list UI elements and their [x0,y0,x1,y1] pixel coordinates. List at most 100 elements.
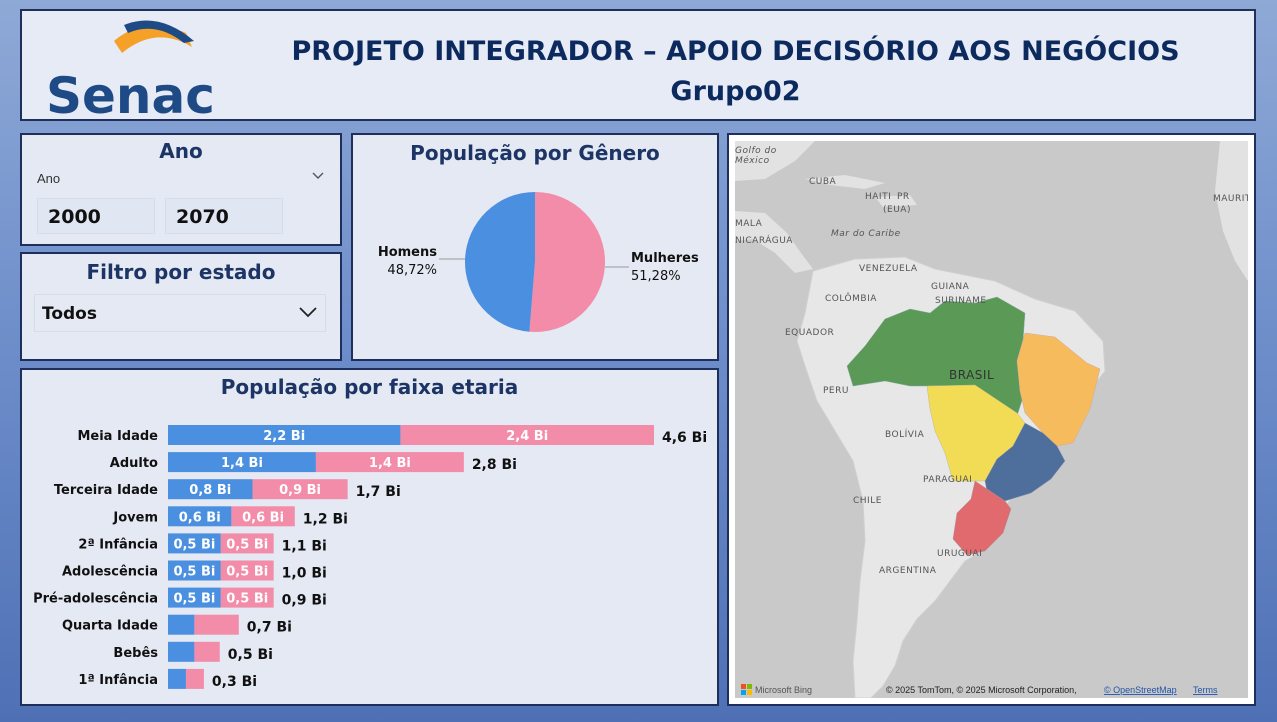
bar-total-label: 0,7 Bi [247,620,292,636]
map-label-eua: (EUA) [883,205,911,215]
age-chart-panel: População por faixa etaria Meia Idade 2,2… [20,368,719,706]
year-start-input[interactable]: 2000 [37,198,155,234]
year-filter-title: Ano [159,139,203,163]
year-end-input[interactable]: 2070 [165,198,283,234]
state-dropdown[interactable]: Todos [34,294,326,332]
age-bar-chart: Meia Idade 2,2 Bi 2,4 Bi 4,6 Bi Adulto 1,4 Bi… [33,425,707,690]
map-label-suriname: SURINAME [935,296,987,306]
bar-value-label: 2,4 Bi [506,429,548,444]
state-filter-title: Filtro por estado [86,260,276,284]
bar-mulheres[interactable] [400,425,654,445]
bar-value-label: 0,5 Bi [226,537,268,552]
category-label: Bebês [113,646,158,661]
bar-total-label: 1,7 Bi [356,484,401,500]
osm-link[interactable]: © OpenStreetMap [1104,685,1177,695]
chevron-down-icon[interactable] [299,305,317,319]
bar-value-label: 0,9 Bi [279,483,321,498]
bar-value-label: 0,5 Bi [173,537,215,552]
map-label-pr: PR [897,192,910,202]
bar-homens[interactable] [168,560,221,581]
pie-slice-mulheres[interactable] [529,192,605,332]
map-label-venezuela: VENEZUELA [859,264,918,274]
map-label-mala: MALA [735,219,763,229]
bar-homens[interactable] [168,533,221,554]
bar-value-label: 0,5 Bi [173,592,215,607]
bar-homens[interactable] [168,668,186,689]
bar-mulheres[interactable] [252,479,348,500]
bar-homens[interactable] [168,587,221,608]
category-label: Adulto [110,456,158,471]
page-title: PROJETO INTEGRADOR – APOIO DECISÓRIO AOS… [291,36,1180,67]
bar-mulheres[interactable] [220,533,274,554]
bar-mulheres[interactable] [315,452,464,473]
bar-mulheres[interactable] [185,668,204,689]
pie-label-mulheres: Mulheres [631,251,699,266]
category-label: 2ª Infância [78,537,158,552]
map-region-norte[interactable] [846,296,1026,417]
map-region-sudeste[interactable] [984,422,1066,502]
category-label: Meia Idade [77,429,158,444]
map-label-chile: CHILE [853,496,882,506]
pie-value-mulheres: 51,28% [631,269,681,284]
category-label: Adolescência [62,565,158,580]
map-attribution: © 2025 TomTom, © 2025 Microsoft Corporat… [886,685,1077,695]
bar-total-label: 4,6 Bi [662,430,707,446]
bar-homens[interactable] [168,614,195,635]
map-label-uruguai: URUGUAI [937,549,982,559]
bar-mulheres[interactable] [231,506,295,527]
map-label-nicaragua: NICARÁGUA [735,234,793,246]
bing-label: Microsoft Bing [755,685,812,695]
map-land-mexico [735,141,815,181]
bar-mulheres[interactable] [220,587,274,608]
category-label: 1ª Infância [78,673,158,688]
category-label: Jovem [112,510,158,525]
category-label: Terceira Idade [54,483,158,498]
bar-total-label: 1,2 Bi [303,511,348,527]
bar-value-label: 1,4 Bi [369,456,411,471]
map-label-haiti: HAITI [865,192,891,202]
map-land-cuba [805,175,885,189]
bar-total-label: 2,8 Bi [472,457,517,473]
chevron-down-icon[interactable] [312,169,324,181]
pie-value-homens: 48,72% [387,263,437,278]
bar-mulheres[interactable] [194,614,239,635]
map-panel: Golfo do México CUBA HAITI PR (EUA) Mar do Car… [727,133,1256,706]
bar-mulheres[interactable] [194,641,220,662]
bar-homens[interactable] [168,506,232,527]
gender-pie-chart: Homens 48,72% Mulheres 51,28% [378,192,699,332]
senac-logo: Senac [46,20,214,117]
map-land-central-america [735,211,813,273]
logo-text: Senac [46,67,214,117]
state-dropdown-value: Todos [42,304,97,324]
bar-value-label: 0,5 Bi [226,592,268,607]
map-label-colombia: COLÔMBIA [825,292,877,304]
bar-total-label: 1,0 Bi [282,566,327,582]
bar-mulheres[interactable] [220,560,274,581]
bar-total-label: 0,5 Bi [228,647,273,663]
bing-logo-tile [747,690,752,695]
state-filter-panel: Filtro por estado Todos [20,252,342,361]
map-label-mexico: Golfo do [735,146,777,156]
map-label-guiana: GUIANA [931,282,970,292]
bar-homens[interactable] [168,641,195,662]
map-region-sul[interactable] [952,480,1012,556]
map-region-nordeste[interactable] [1016,332,1101,447]
bar-total-label: 0,9 Bi [282,593,327,609]
bing-logo-tile [741,690,746,695]
bar-value-label: 0,6 Bi [242,510,284,525]
age-chart-title: População por faixa etaria [220,375,519,399]
terms-link[interactable]: Terms [1193,685,1218,695]
category-label: Pré-adolescência [33,592,158,607]
map-land-africa [1215,141,1248,281]
bar-homens[interactable] [168,425,401,445]
map-label-equador: EQUADOR [785,328,834,338]
bing-logo-icon [741,684,746,689]
bar-homens[interactable] [168,479,253,500]
gender-chart-title: População por Gênero [410,141,660,165]
bar-homens[interactable] [168,452,316,473]
pie-slice-homens[interactable] [464,192,535,332]
map-label-caribe: Mar do Caribe [831,229,901,239]
map-label-cuba: CUBA [809,177,837,187]
bing-logo-tile [747,684,752,689]
